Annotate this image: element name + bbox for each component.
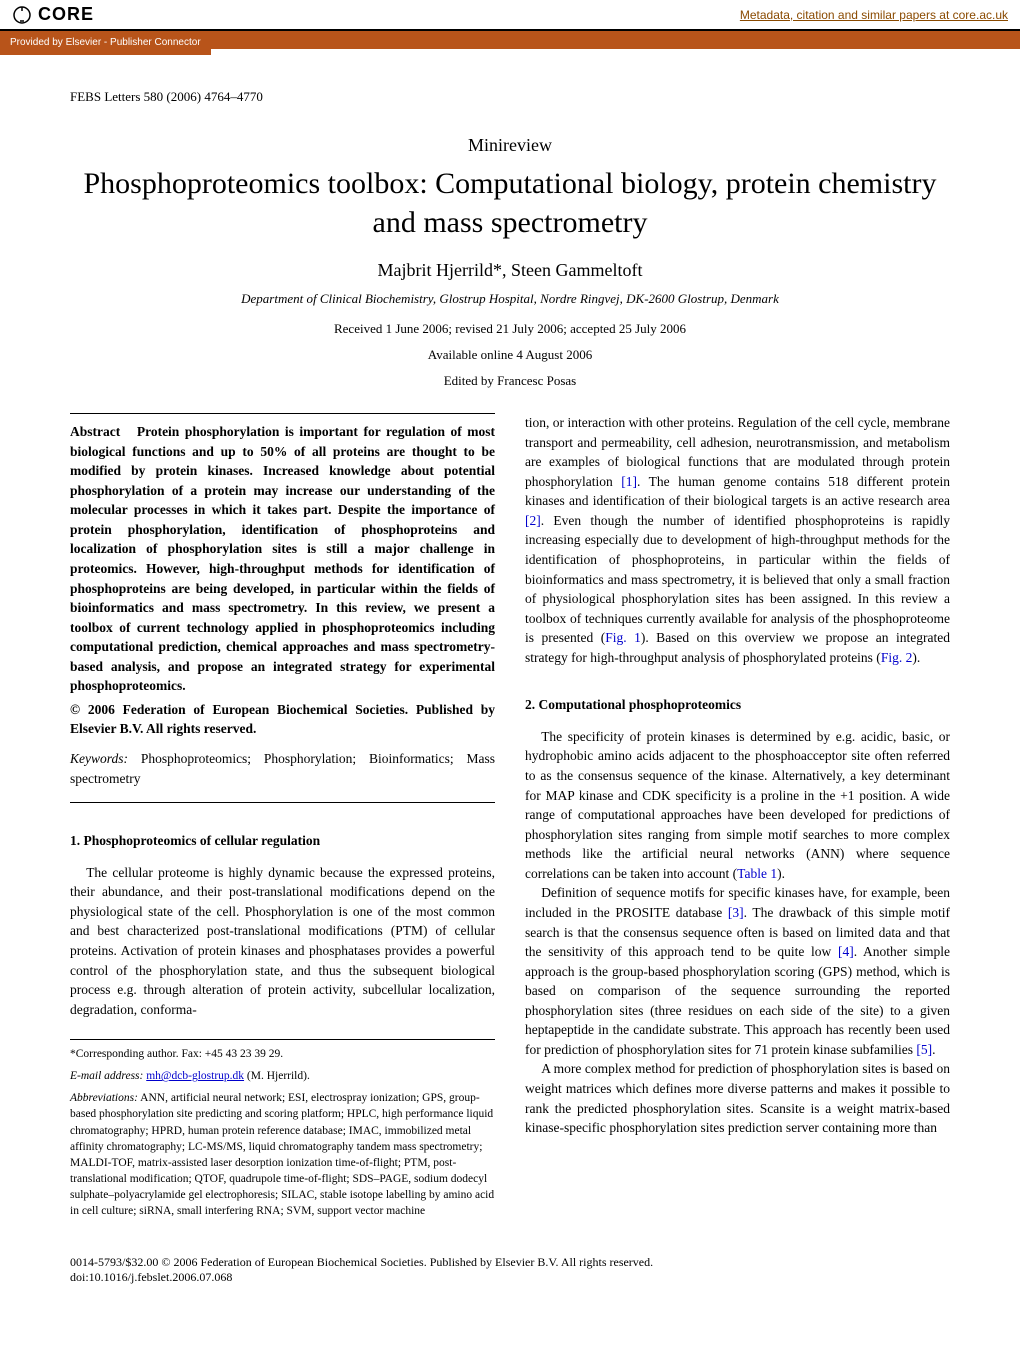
core-icon [12,5,32,25]
email-line: E-mail address: mh@dcb-glostrup.dk (M. H… [70,1068,495,1084]
s1-cont-e: ). [912,650,920,665]
section-2-heading: 2. Computational phosphoproteomics [525,695,950,715]
footnotes: *Corresponding author. Fax: +45 43 23 39… [70,1039,495,1219]
fig-1-link[interactable]: Fig. 1 [605,630,641,645]
core-banner: CORE Metadata, citation and similar pape… [0,0,1020,31]
fig-2-link[interactable]: Fig. 2 [881,650,913,665]
provider-text: Provided by Elsevier - Publisher Connect… [0,31,211,55]
core-label: CORE [38,4,94,25]
s2p2-c: . Another simple approach is the group-b… [525,944,950,1057]
email-label: E-mail address: [70,1070,143,1082]
doi: doi:10.1016/j.febslet.2006.07.068 [70,1270,950,1285]
article-type: Minireview [70,135,950,156]
section-1-para-1: The cellular proteome is highly dynamic … [70,863,495,1020]
page-content: FEBS Letters 580 (2006) 4764–4770 Minire… [0,49,1020,1335]
bottom-copyright: 0014-5793/$32.00 © 2006 Federation of Eu… [70,1255,950,1270]
authors: Majbrit Hjerrild*, Steen Gammeltoft [70,260,950,281]
ref-1[interactable]: [1] [621,474,637,489]
ref-4[interactable]: [4] [838,944,854,959]
email-link[interactable]: mh@dcb-glostrup.dk [146,1070,244,1082]
keywords: Keywords: Phosphoproteomics; Phosphoryla… [70,749,495,788]
section-2-para-2: Definition of sequence motifs for specif… [525,883,950,1059]
s2p2-d: . [932,1042,935,1057]
affiliation: Department of Clinical Biochemistry, Glo… [70,291,950,307]
corresponding-author: *Corresponding author. Fax: +45 43 23 39… [70,1046,495,1062]
email-suffix: (M. Hjerrild). [247,1070,310,1082]
abstract-label: Abstract [70,424,120,439]
journal-header: FEBS Letters 580 (2006) 4764–4770 [70,89,950,105]
abbrev-label: Abbreviations: [70,1092,138,1104]
abstract-body: Protein phosphorylation is important for… [70,424,495,693]
section-2-para-3: A more complex method for prediction of … [525,1059,950,1137]
left-column: Abstract Protein phosphorylation is impo… [70,413,495,1225]
abstract-block: Abstract Protein phosphorylation is impo… [70,413,495,803]
editor: Edited by Francesc Posas [70,373,950,389]
provider-bar: Provided by Elsevier - Publisher Connect… [0,31,1020,49]
section-1-heading: 1. Phosphoproteomics of cellular regulat… [70,831,495,851]
s2p1-b: ). [777,866,785,881]
ref-5[interactable]: [5] [916,1042,932,1057]
ref-2[interactable]: [2] [525,513,541,528]
dates: Received 1 June 2006; revised 21 July 20… [70,321,950,337]
section-2-para-1: The specificity of protein kinases is de… [525,727,950,884]
right-column: tion, or interaction with other proteins… [525,413,950,1225]
core-metadata-link[interactable]: Metadata, citation and similar papers at… [740,8,1008,22]
keywords-label: Keywords: [70,751,128,766]
ref-3[interactable]: [3] [728,905,744,920]
abbrev-text: ANN, artificial neural network; ESI, ele… [70,1092,494,1217]
table-1-link[interactable]: Table 1 [737,866,777,881]
abstract-text: Abstract Protein phosphorylation is impo… [70,422,495,696]
s1-cont-c: . Even though the number of identified p… [525,513,950,645]
s2p1-a: The specificity of protein kinases is de… [525,729,950,881]
keywords-text: Phosphoproteomics; Phosphorylation; Bioi… [70,751,495,786]
core-logo: CORE [12,4,94,25]
two-column-body: Abstract Protein phosphorylation is impo… [70,413,950,1225]
article-title: Phosphoproteomics toolbox: Computational… [70,164,950,242]
available-online: Available online 4 August 2006 [70,347,950,363]
abstract-copyright: © 2006 Federation of European Biochemica… [70,700,495,739]
abbreviations: Abbreviations: ANN, artificial neural ne… [70,1090,495,1219]
section-1-continuation: tion, or interaction with other proteins… [525,413,950,667]
